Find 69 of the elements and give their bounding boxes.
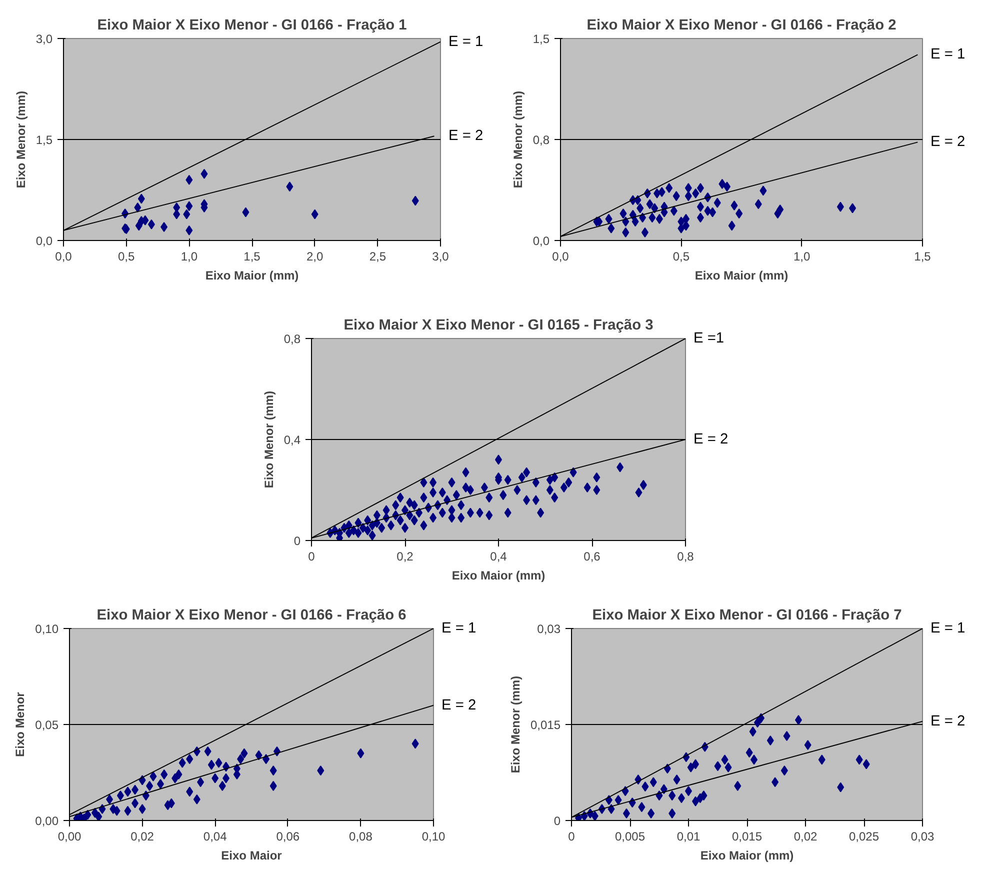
x-axis-title: Eixo Maior (mm) [452,568,546,582]
x-tick-label: 0,06 [276,830,300,844]
y-tick-label: 0,00 [35,814,59,828]
x-axis-title: Eixo Maior [221,848,282,862]
series-label: E = 2 [442,697,476,714]
x-tick-label: 0 [308,550,316,564]
y-tick-label: 0 [554,814,561,828]
x-tick-label: 0,01 [676,830,701,844]
y-tick-label: 0,015 [530,718,561,732]
x-axis-title: Eixo Maior (mm) [694,268,788,282]
y-tick-label: 0,8 [284,332,301,346]
y-tick-label: 0 [294,534,301,548]
x-tick-label: 1,0 [793,250,810,264]
series-label: E = 2 [930,713,966,730]
x-tick-label: 0,005 [614,830,646,844]
x-tick-label: 0,08 [349,830,373,844]
y-tick-label: 0,0 [36,234,53,248]
x-tick-label: 0 [568,830,576,844]
series-label: E = 2 [694,432,728,448]
series-label: E = 2 [930,134,966,150]
chart-title: Eixo Maior X Eixo Menor - GI 0166 - Fração 1 [97,18,407,34]
y-tick-label: 0,10 [35,622,59,636]
chart-title: Eixo Maior X Eixo Menor - GI 0165 - Fração 3 [344,318,654,334]
series-label: E = 1 [930,620,966,636]
series-label: E = 1 [448,34,484,50]
chart-title: Eixo Maior X Eixo Menor - GI 0166 - Fração 7 [592,608,902,624]
y-tick-label: 3,0 [36,32,53,46]
y-axis-title: Eixo Menor [13,692,28,757]
y-axis-title: Eixo Menor (mm) [262,390,276,488]
x-tick-label: 0,5 [672,250,690,264]
x-tick-label: 0,02 [794,830,818,844]
x-tick-label: 2,5 [369,250,386,264]
y-tick-label: 0,8 [532,133,550,147]
x-tick-label: 1,5 [914,250,932,264]
x-tick-label: 0,025 [848,830,880,844]
x-tick-label: 0,015 [732,830,762,844]
x-tick-label: 0,4 [490,550,508,564]
x-tick-label: 0,00 [58,830,82,844]
x-tick-label: 0,6 [584,550,601,564]
y-tick-label: 1,5 [36,133,53,147]
x-tick-label: 0,0 [55,250,72,264]
x-tick-label: 0,2 [396,550,414,564]
x-tick-label: 0,02 [130,830,154,844]
y-axis-title: Eixo Menor (mm) [510,90,525,188]
x-tick-label: 0,5 [118,250,135,264]
x-tick-label: 0,03 [910,830,935,844]
y-axis-title: Eixo Menor (mm) [508,676,522,774]
series-label: E = 1 [442,620,476,636]
x-tick-label: 2,0 [306,250,324,264]
x-tick-label: 0,10 [422,830,446,844]
y-axis-title: Eixo Menor (mm) [14,90,28,188]
y-tick-label: 1,5 [532,32,550,46]
chart-title: Eixo Maior X Eixo Menor - GI 0166 - Fração 2 [586,18,896,34]
x-tick-label: 0,04 [203,830,228,844]
x-tick-label: 0,0 [552,250,570,264]
y-tick-label: 0,03 [537,622,561,636]
x-tick-label: 1,0 [180,250,198,264]
chart-title: Eixo Maior X Eixo Menor - GI 0166 - Fração 6 [96,608,406,624]
x-axis-title: Eixo Maior (mm) [700,848,794,862]
x-tick-label: 0,8 [677,550,694,564]
series-label: E = 1 [930,46,966,63]
x-axis-title: Eixo Maior (mm) [205,268,299,282]
y-tick-label: 0,4 [284,433,301,447]
x-tick-label: 1,5 [244,250,261,264]
series-label: E = 2 [448,128,484,144]
x-tick-label: 3,0 [432,250,450,264]
series-label: E =1 [694,330,724,346]
y-tick-label: 0,0 [532,234,550,248]
y-tick-label: 0,05 [35,718,59,732]
